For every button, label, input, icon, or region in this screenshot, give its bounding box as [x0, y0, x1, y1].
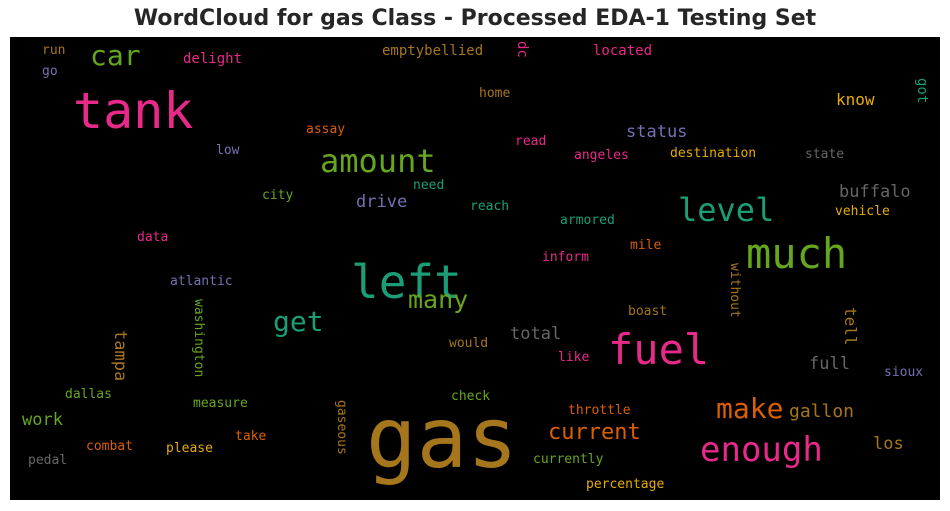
word-amount: amount: [320, 142, 436, 180]
word-make: make: [716, 392, 784, 425]
word-delight: delight: [183, 51, 243, 67]
word-would: would: [449, 336, 489, 351]
word-sioux: sioux: [884, 365, 924, 380]
word-inform: inform: [542, 250, 589, 265]
word-fuel: fuel: [608, 325, 710, 374]
word-like: like: [558, 350, 590, 365]
word-low: low: [216, 143, 240, 158]
word-got: got: [914, 78, 930, 104]
word-located: located: [593, 43, 653, 59]
word-angeles: angeles: [574, 148, 629, 163]
word-vehicle: vehicle: [835, 204, 890, 219]
word-tampa: tampa: [110, 330, 130, 382]
word-without: without: [727, 263, 742, 318]
word-data: data: [137, 230, 169, 245]
word-much: much: [746, 229, 848, 278]
word-combat: combat: [86, 439, 133, 454]
word-status: status: [626, 122, 688, 142]
word-mile: mile: [630, 238, 662, 253]
word-tank: tank: [73, 82, 194, 140]
word-car: car: [90, 39, 141, 72]
word-percentage: percentage: [586, 477, 665, 492]
word-city: city: [262, 188, 294, 203]
word-boast: boast: [628, 304, 668, 319]
word-reach: reach: [470, 199, 510, 214]
word-pedal: pedal: [28, 453, 68, 468]
word-dallas: dallas: [65, 387, 112, 402]
word-check: check: [451, 389, 491, 404]
word-gallon: gallon: [789, 401, 855, 422]
word-need: need: [413, 178, 445, 193]
word-measure: measure: [193, 396, 248, 411]
word-gas: gas: [366, 389, 518, 487]
word-home: home: [479, 86, 511, 101]
word-assay: assay: [306, 122, 346, 137]
chart-title: WordCloud for gas Class - Processed EDA-…: [133, 6, 817, 31]
word-drive: drive: [356, 192, 408, 212]
word-currently: currently: [533, 452, 604, 467]
word-los: los: [873, 434, 904, 454]
word-armored: armored: [560, 213, 615, 228]
word-dc: dc: [514, 41, 530, 58]
word-read: read: [515, 134, 547, 149]
word-washington: washington: [191, 299, 206, 378]
word-take: take: [235, 429, 267, 444]
word-gaseous: gaseous: [334, 400, 349, 455]
word-full: full: [809, 354, 850, 374]
word-state: state: [805, 147, 845, 162]
word-know: know: [836, 90, 875, 109]
word-enough: enough: [700, 430, 823, 470]
word-left: left: [351, 255, 462, 309]
word-many: many: [408, 285, 469, 314]
word-throttle: throttle: [568, 403, 631, 418]
word-run: run: [42, 43, 66, 58]
word-atlantic: atlantic: [170, 274, 233, 289]
word-current: current: [548, 420, 641, 445]
word-go: go: [42, 64, 58, 79]
wordcloud-canvas: gas tank left fuel much enough amount level car m…: [10, 37, 940, 500]
word-work: work: [22, 410, 63, 430]
word-get: get: [273, 305, 324, 338]
word-destination: destination: [670, 146, 757, 161]
word-level: level: [678, 191, 775, 229]
word-please: please: [166, 441, 213, 456]
word-emptybellied: emptybellied: [382, 43, 484, 59]
word-total: total: [510, 324, 562, 344]
word-buffalo: buffalo: [839, 182, 911, 202]
word-tell: tell: [841, 307, 860, 346]
